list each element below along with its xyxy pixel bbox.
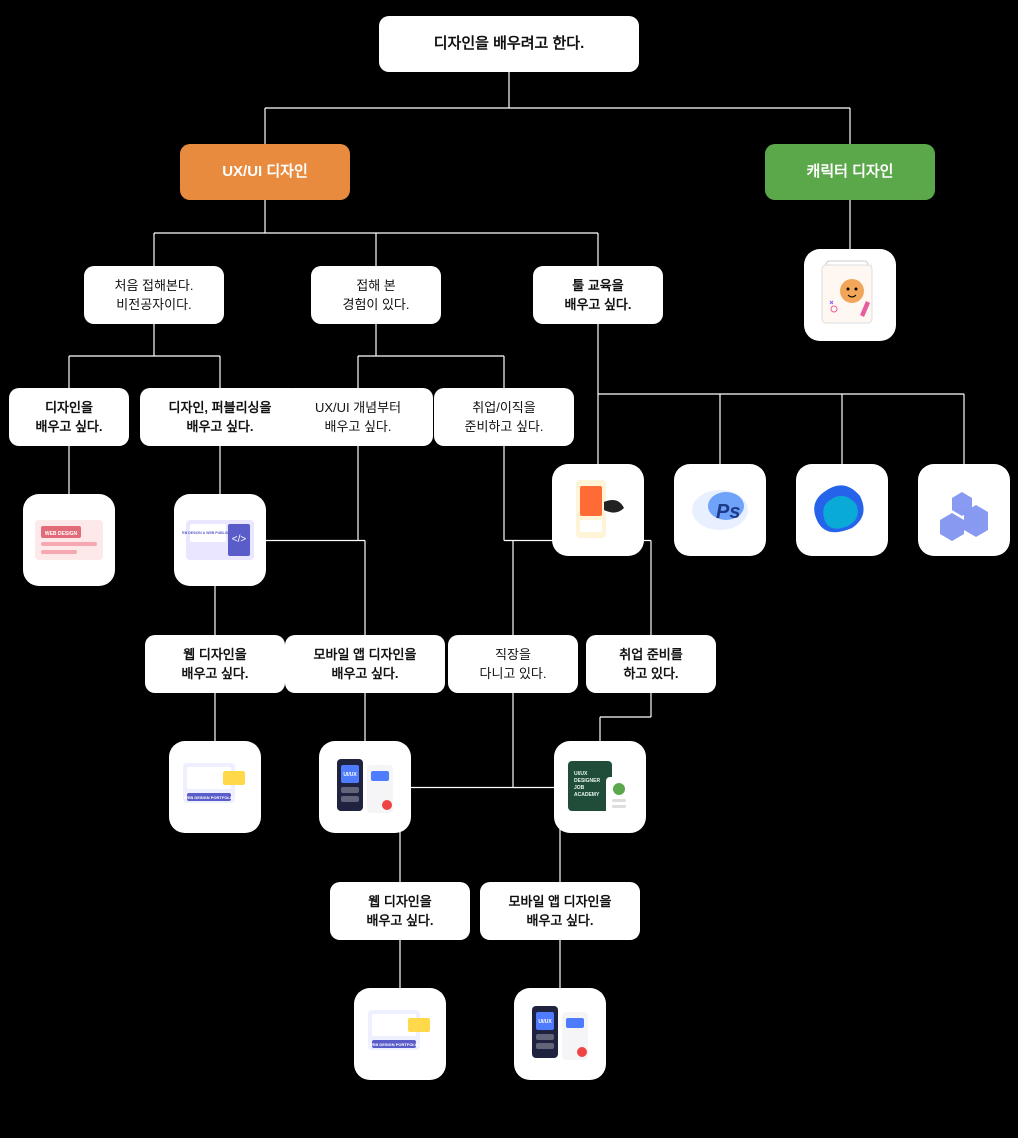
node-label: 모바일 앱 디자인을 배우고 싶다. [509, 892, 612, 931]
node-u2b1: 직장을 다니고 있다. [448, 635, 578, 693]
node-u2b1b: 모바일 앱 디자인을 배우고 싶다. [480, 882, 640, 940]
node-u2a1: 웹 디자인을 배우고 싶다. [145, 635, 285, 693]
thumb-web-portfolio: WEB DESIGN PORTFOLIO [169, 741, 261, 833]
node-label: UX/UI 디자인 [222, 161, 308, 184]
node-label: 웹 디자인을 배우고 싶다. [366, 892, 433, 931]
node-label: 취업/이직을 준비하고 싶다. [465, 398, 544, 437]
node-label: 디자인, 퍼블리싱을 배우고 싶다. [169, 398, 272, 437]
node-label: 디자인을 배우고 싶다. [35, 398, 102, 437]
node-label: 캐릭터 디자인 [807, 161, 894, 184]
node-label: 직장을 다니고 있다. [479, 645, 546, 684]
thumb-ps-blue: Ps [674, 464, 766, 556]
thumb-web-pink: WEB DESIGN [23, 494, 115, 586]
node-char: 캐릭터 디자인 [765, 144, 935, 200]
thumb-iso-city [918, 464, 1010, 556]
node-root: 디자인을 배우려고 한다. [379, 16, 639, 72]
thumb-phone-shoe [552, 464, 644, 556]
node-u1b: 디자인, 퍼블리싱을 배우고 싶다. [140, 388, 300, 446]
node-label: UX/UI 개념부터 배우고 싶다. [315, 398, 401, 437]
node-uxui: UX/UI 디자인 [180, 144, 350, 200]
thumb-mobile-dark: UI/UX [319, 741, 411, 833]
node-label: 접해 본 경험이 있다. [342, 276, 409, 315]
svg-text:WEB DESIGN & WEB PUBLISHING: WEB DESIGN & WEB PUBLISHING [182, 531, 237, 535]
svg-text:UI/UX: UI/UX [343, 772, 357, 778]
thumb-job-green: UI/UXDESIGNERJOBACADEMY [554, 741, 646, 833]
svg-text:WEB DESIGN PORTFOLIO: WEB DESIGN PORTFOLIO [184, 795, 234, 800]
thumb-blob-blue [796, 464, 888, 556]
svg-text:WEB DESIGN: WEB DESIGN [45, 531, 78, 537]
node-u2a2: 모바일 앱 디자인을 배우고 싶다. [285, 635, 445, 693]
svg-text:UI/UX: UI/UX [538, 1019, 552, 1025]
thumb-web-code: </>WEB DESIGN & WEB PUBLISHING [174, 494, 266, 586]
svg-text:WEB DESIGN PORTFOLIO: WEB DESIGN PORTFOLIO [369, 1042, 419, 1047]
node-u3: 툴 교육을 배우고 싶다. [533, 266, 663, 324]
node-label: 웹 디자인을 배우고 싶다. [181, 645, 248, 684]
node-u2b1a: 웹 디자인을 배우고 싶다. [330, 882, 470, 940]
node-label: 디자인을 배우려고 한다. [434, 33, 585, 56]
node-u2b2: 취업 준비를 하고 있다. [586, 635, 716, 693]
node-u2a: UX/UI 개념부터 배우고 싶다. [283, 388, 433, 446]
thumb-sketch-dog [804, 249, 896, 341]
svg-text:Ps: Ps [716, 501, 740, 523]
node-u1a: 디자인을 배우고 싶다. [9, 388, 129, 446]
node-label: 툴 교육을 배우고 싶다. [564, 276, 631, 315]
thumb-mobile-dark: UI/UX [514, 988, 606, 1080]
node-label: 취업 준비를 하고 있다. [619, 645, 682, 684]
node-label: 모바일 앱 디자인을 배우고 싶다. [314, 645, 417, 684]
node-u1: 처음 접해본다. 비전공자이다. [84, 266, 224, 324]
node-label: 처음 접해본다. 비전공자이다. [115, 276, 194, 315]
thumb-web-portfolio: WEB DESIGN PORTFOLIO [354, 988, 446, 1080]
node-u2: 접해 본 경험이 있다. [311, 266, 441, 324]
node-u2b: 취업/이직을 준비하고 싶다. [434, 388, 574, 446]
svg-text:</>: </> [232, 534, 247, 545]
